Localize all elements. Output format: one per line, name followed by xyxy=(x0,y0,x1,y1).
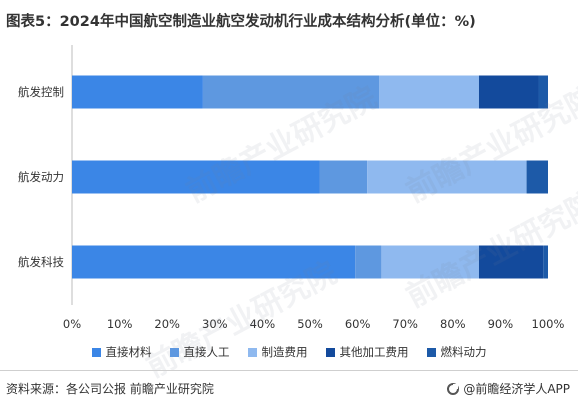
chart-title: 图表5：2024年中国航空制造业航空发动机行业成本结构分析(单位：%) xyxy=(6,14,476,30)
legend-label: 燃料动力 xyxy=(440,345,487,359)
legend-swatch xyxy=(169,347,179,357)
legend-swatch xyxy=(426,347,436,357)
legend-swatch xyxy=(325,347,335,357)
x-tick-label: 30% xyxy=(202,317,228,331)
bar-segment xyxy=(538,75,548,109)
source-note: 资料来源：各公司公报 前瞻产业研究院 xyxy=(6,382,214,396)
bar-segment xyxy=(543,245,548,279)
bar-segment xyxy=(72,75,203,109)
x-tick-label: 40% xyxy=(250,317,276,331)
x-tick-label: 80% xyxy=(440,317,466,331)
footer-divider xyxy=(0,370,578,371)
brand-logo-icon xyxy=(447,382,460,395)
legend-label: 其他加工费用 xyxy=(339,345,409,359)
x-tick-label: 90% xyxy=(488,317,514,331)
category-label: 航发科技 xyxy=(18,255,64,269)
x-tick-label: 60% xyxy=(345,317,371,331)
brand-label: @前瞻经济学人APP xyxy=(463,382,570,396)
x-tick-label: 70% xyxy=(392,317,418,331)
legend-label: 制造费用 xyxy=(261,345,308,359)
bar-segment xyxy=(526,160,548,194)
legend-item: 直接人工 xyxy=(169,344,230,360)
bar-segment xyxy=(381,245,479,279)
bar-segment xyxy=(379,75,479,109)
chart-legend: 直接材料 直接人工 制造费用 其他加工费用 燃料动力 xyxy=(0,344,578,360)
x-tick-label: 50% xyxy=(297,317,323,331)
x-tick-label: 0% xyxy=(63,317,81,331)
legend-item: 直接材料 xyxy=(91,344,152,360)
bar-segment xyxy=(355,245,382,279)
legend-item: 制造费用 xyxy=(247,344,308,360)
x-tick-label: 20% xyxy=(154,317,180,331)
legend-swatch xyxy=(247,347,257,357)
bar-segment xyxy=(478,245,544,279)
brand-signature: @前瞻经济学人APP xyxy=(447,380,570,397)
x-tick-label: 10% xyxy=(107,317,133,331)
legend-item: 其他加工费用 xyxy=(325,344,409,360)
legend-label: 直接材料 xyxy=(105,345,152,359)
category-label: 航发控制 xyxy=(18,85,64,99)
legend-label: 直接人工 xyxy=(183,345,230,359)
bar-segment xyxy=(478,75,539,109)
legend-swatch xyxy=(91,347,101,357)
bar-segment xyxy=(367,160,527,194)
bar-segment xyxy=(202,75,380,109)
legend-item: 燃料动力 xyxy=(426,344,487,360)
bar-segment xyxy=(319,160,368,194)
bar-segment xyxy=(72,245,356,279)
x-tick-label: 100% xyxy=(532,317,565,331)
bar-segment xyxy=(72,160,320,194)
category-label: 航发动力 xyxy=(18,170,64,184)
